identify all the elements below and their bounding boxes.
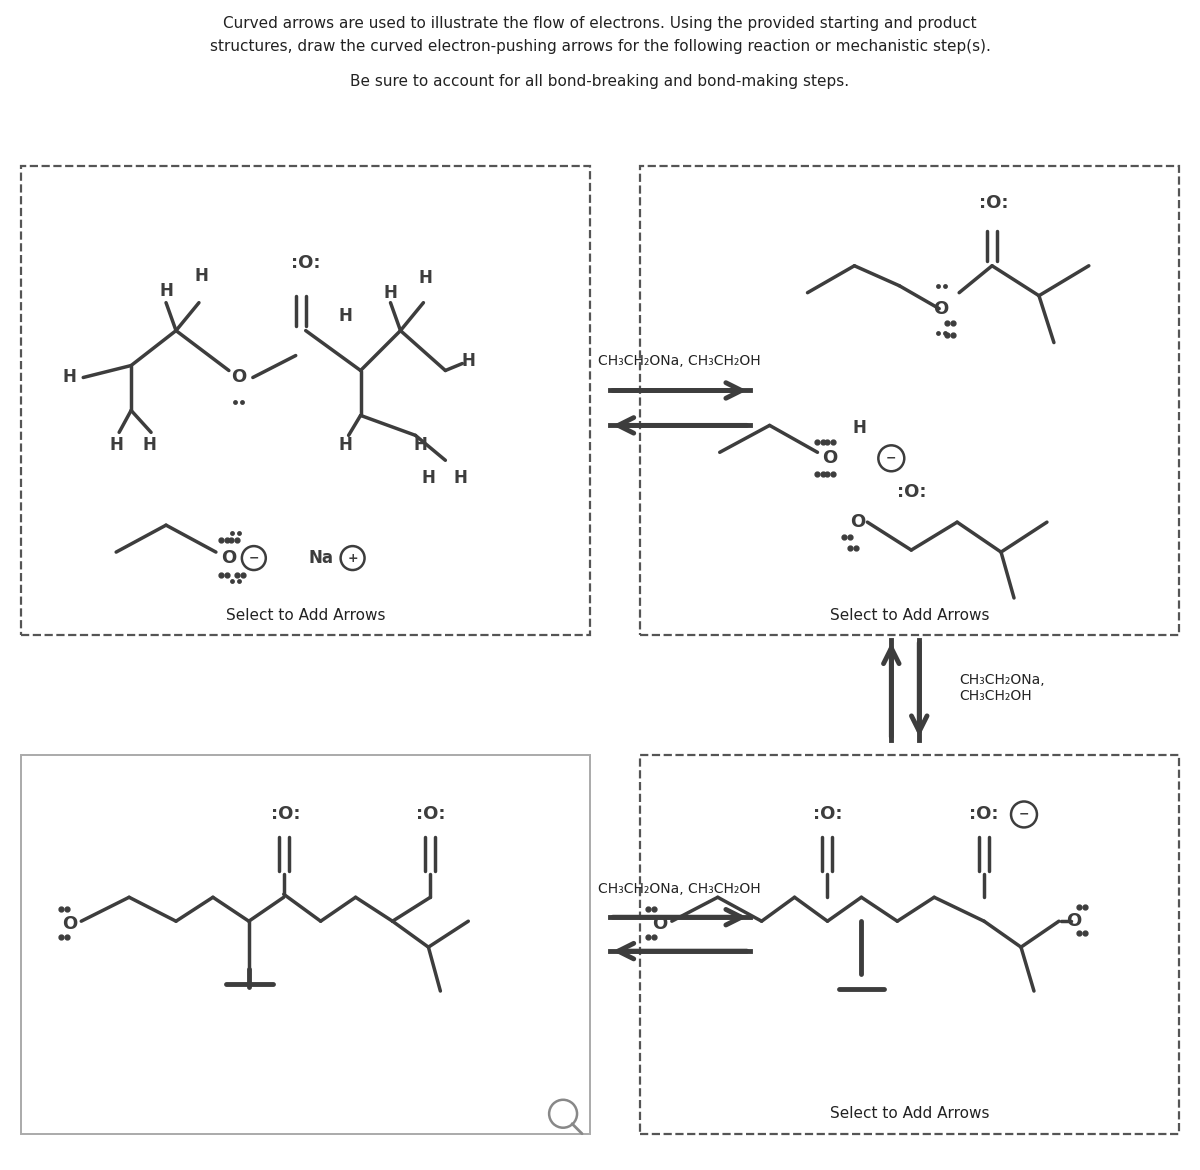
Text: :O:: :O: bbox=[415, 805, 445, 824]
Text: H: H bbox=[109, 436, 124, 454]
Text: H: H bbox=[421, 469, 436, 487]
Text: H: H bbox=[160, 282, 173, 300]
Text: CH₃CH₂ONa, CH₃CH₂OH: CH₃CH₂ONa, CH₃CH₂OH bbox=[599, 353, 761, 367]
Text: −: − bbox=[886, 452, 896, 464]
Text: :O:: :O: bbox=[970, 805, 998, 824]
Text: O: O bbox=[653, 915, 667, 934]
Text: CH₃CH₂ONa, CH₃CH₂OH: CH₃CH₂ONa, CH₃CH₂OH bbox=[599, 882, 761, 896]
Text: O: O bbox=[934, 300, 949, 318]
Text: O: O bbox=[232, 369, 246, 386]
Text: H: H bbox=[414, 436, 427, 454]
Text: H: H bbox=[454, 469, 467, 487]
Text: H: H bbox=[419, 269, 432, 287]
Text: Curved arrows are used to illustrate the flow of electrons. Using the provided s: Curved arrows are used to illustrate the… bbox=[223, 16, 977, 30]
Text: −: − bbox=[248, 551, 259, 565]
Text: O: O bbox=[61, 915, 77, 934]
Text: −: − bbox=[1019, 808, 1030, 821]
Text: H: H bbox=[338, 307, 353, 324]
Text: O: O bbox=[221, 549, 236, 567]
Text: :O:: :O: bbox=[290, 254, 320, 271]
Text: structures, draw the curved electron-pushing arrows for the following reaction o: structures, draw the curved electron-pus… bbox=[210, 39, 990, 54]
Text: H: H bbox=[194, 267, 208, 284]
Text: H: H bbox=[384, 283, 397, 302]
Text: +: + bbox=[347, 551, 358, 565]
Text: :O:: :O: bbox=[812, 805, 842, 824]
Text: O: O bbox=[1067, 913, 1081, 930]
Text: Be sure to account for all bond-breaking and bond-making steps.: Be sure to account for all bond-breaking… bbox=[350, 74, 850, 89]
Text: H: H bbox=[142, 436, 156, 454]
Text: Na: Na bbox=[308, 549, 334, 567]
Text: :O:: :O: bbox=[979, 194, 1009, 212]
Text: H: H bbox=[338, 436, 353, 454]
Text: Select to Add Arrows: Select to Add Arrows bbox=[829, 1107, 989, 1121]
Text: CH₃CH₂ONa,
CH₃CH₂OH: CH₃CH₂ONa, CH₃CH₂OH bbox=[959, 673, 1045, 703]
Text: Select to Add Arrows: Select to Add Arrows bbox=[829, 608, 989, 624]
Text: O: O bbox=[822, 449, 838, 467]
Text: H: H bbox=[461, 351, 475, 370]
Text: H: H bbox=[62, 369, 77, 386]
Text: Select to Add Arrows: Select to Add Arrows bbox=[226, 608, 385, 624]
Text: O: O bbox=[850, 514, 865, 531]
Text: H: H bbox=[852, 419, 866, 438]
Text: :O:: :O: bbox=[896, 483, 926, 501]
Text: :O:: :O: bbox=[271, 805, 300, 824]
